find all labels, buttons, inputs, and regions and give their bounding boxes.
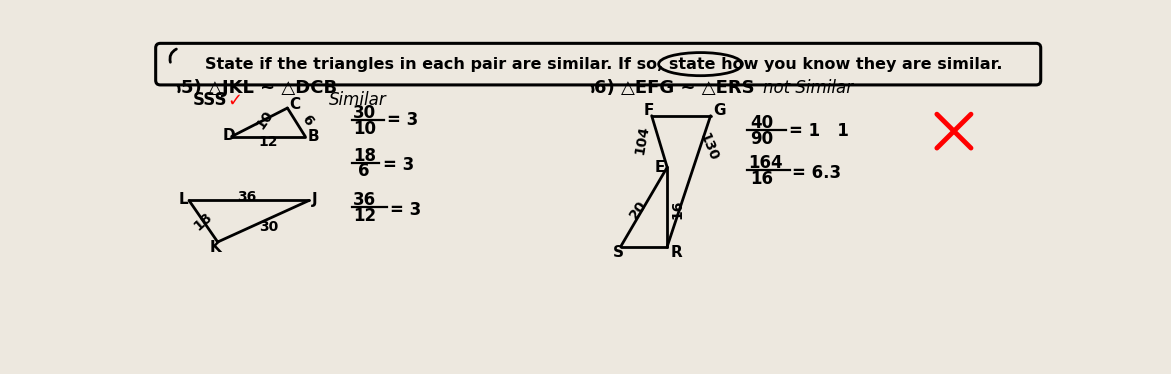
Text: 30: 30 <box>259 220 279 234</box>
Text: ✓: ✓ <box>227 92 242 110</box>
Text: 12: 12 <box>259 135 278 149</box>
Text: = 3: = 3 <box>383 156 415 174</box>
Text: K: K <box>210 240 221 255</box>
Text: 104: 104 <box>632 125 651 156</box>
Text: 18: 18 <box>191 210 215 234</box>
Text: 30: 30 <box>354 104 376 122</box>
Text: 16: 16 <box>751 170 773 188</box>
Text: J: J <box>313 192 317 207</box>
Text: 5) △JKL ~ △DCB: 5) △JKL ~ △DCB <box>182 79 337 97</box>
Text: 6: 6 <box>358 162 369 180</box>
Text: G: G <box>713 103 726 118</box>
Text: 36: 36 <box>354 191 376 209</box>
Text: D: D <box>222 128 235 143</box>
Text: 10: 10 <box>354 120 376 138</box>
Text: 130: 130 <box>697 131 720 163</box>
Text: Similar: Similar <box>329 91 386 109</box>
Text: = 3: = 3 <box>390 201 422 219</box>
Text: State if the triangles in each pair are similar. If so, state how you know they : State if the triangles in each pair are … <box>205 56 1002 72</box>
Text: 90: 90 <box>751 130 773 148</box>
Text: = 3: = 3 <box>388 111 419 129</box>
Text: R: R <box>670 245 682 260</box>
Text: = 6.3: = 6.3 <box>792 164 841 182</box>
Text: S: S <box>612 245 624 260</box>
Text: 6: 6 <box>299 112 316 128</box>
Text: = 1   1: = 1 1 <box>789 122 849 140</box>
Text: 16: 16 <box>670 200 684 219</box>
Text: 6) △EFG ~ △ERS: 6) △EFG ~ △ERS <box>595 79 755 97</box>
Text: 12: 12 <box>354 207 376 225</box>
Text: 10: 10 <box>253 108 276 132</box>
Text: 164: 164 <box>748 154 783 172</box>
Text: SSS: SSS <box>193 91 227 109</box>
Text: 40: 40 <box>751 114 773 132</box>
Text: E: E <box>655 160 665 175</box>
Text: C: C <box>289 98 301 113</box>
Text: 18: 18 <box>354 147 376 165</box>
Text: 36: 36 <box>238 190 256 204</box>
FancyBboxPatch shape <box>156 43 1041 85</box>
Text: not Similar: not Similar <box>762 79 852 97</box>
Text: 20: 20 <box>626 198 650 222</box>
Text: B: B <box>308 129 320 144</box>
Text: L: L <box>178 192 187 207</box>
Text: F: F <box>644 103 655 118</box>
